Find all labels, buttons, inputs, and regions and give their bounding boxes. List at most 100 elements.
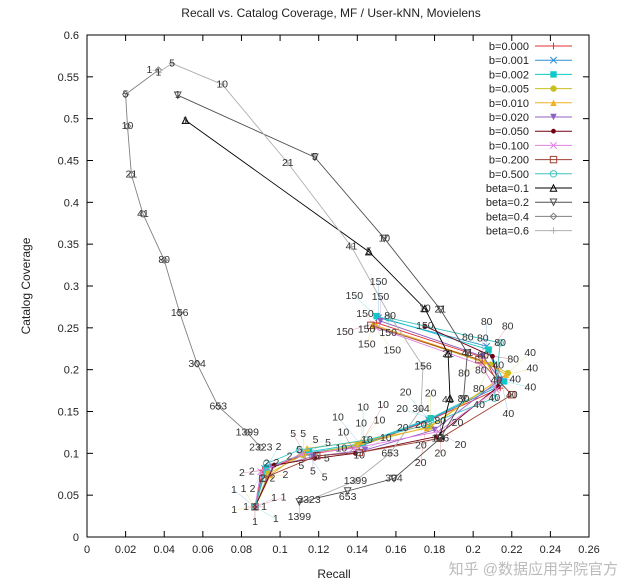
x-tick-label: 0.12 (308, 544, 329, 556)
point-label: 21 (434, 303, 446, 315)
point-label: 1 (252, 501, 258, 513)
x-tick-label: 0.02 (115, 544, 136, 556)
label-leader-line (254, 497, 275, 508)
point-label: 10 (332, 411, 344, 423)
point-label: 2 (287, 451, 293, 463)
legend-entry: b=0.005 (489, 84, 572, 96)
point-label: 2 (282, 469, 288, 481)
data-point (181, 116, 190, 125)
data-point (343, 487, 352, 496)
point-label: 2 (249, 466, 255, 478)
legend-label: b=0.001 (489, 55, 529, 67)
point-label: 5 (324, 452, 330, 464)
label-leader-line (252, 468, 265, 490)
point-label: 80 (462, 332, 474, 344)
label-leader-line (308, 442, 329, 452)
legend-entry: b=0.500 (489, 169, 572, 181)
legend-label: b=0.000 (489, 41, 529, 53)
data-point (259, 474, 267, 483)
label-leader-line (438, 422, 458, 432)
data-point (352, 477, 359, 485)
point-label: 2 (239, 467, 245, 479)
y-tick-label: 0.6 (64, 30, 79, 42)
point-label: 80 (477, 349, 489, 361)
data-point (355, 448, 363, 457)
legend-label: beta=0.6 (486, 226, 529, 238)
point-label: 20 (455, 439, 467, 451)
data-point (420, 304, 429, 313)
point-label: 41 (462, 347, 474, 359)
legend-label: b=0.500 (489, 169, 529, 181)
point-label: 5 (325, 437, 331, 449)
point-label: 40 (525, 381, 537, 393)
point-label: 20 (415, 457, 427, 469)
point-label: 10 (378, 232, 390, 244)
point-label: 150 (358, 339, 376, 351)
point-label: 80 (384, 310, 396, 322)
label-leader-line (505, 368, 533, 375)
legend-marker (550, 227, 557, 234)
point-label: 80 (502, 320, 514, 332)
y-tick-label: 0.05 (58, 490, 79, 502)
data-point (444, 349, 453, 358)
label-leader-line (420, 421, 428, 464)
legend-label: b=0.050 (489, 126, 529, 138)
legend-marker (550, 99, 557, 106)
point-label: 21 (282, 157, 294, 169)
data-point (173, 91, 182, 100)
legend-marker (549, 141, 558, 149)
label-leader-line (254, 497, 284, 508)
point-label: 150 (358, 324, 376, 336)
point-label: 80 (473, 383, 485, 395)
label-leader-line (507, 352, 531, 374)
label-leader-line (343, 432, 356, 454)
series-beta-0-4 (121, 66, 265, 452)
data-point (175, 308, 184, 317)
point-label: 5 (290, 428, 296, 440)
data-point (475, 355, 483, 364)
point-label: 10 (374, 415, 386, 427)
legend-marker (549, 198, 558, 207)
series-line (177, 94, 468, 503)
point-label: 5 (366, 246, 372, 258)
legend-entry: b=0.001 (489, 55, 572, 67)
point-label: 10 (361, 434, 373, 446)
watermark: 知乎 @数据应用学院官方 (449, 560, 618, 578)
data-point (389, 474, 399, 483)
point-label: 1 (155, 67, 161, 79)
x-tick-label: 0.24 (540, 544, 561, 556)
point-label: 2 (273, 457, 279, 469)
point-label: 40 (503, 408, 515, 420)
x-tick-label: 0.1 (272, 544, 287, 556)
point-label: 20 (415, 440, 427, 452)
data-point (305, 496, 313, 504)
point-label: 40 (506, 389, 518, 401)
label-leader-line (357, 420, 380, 446)
data-point (417, 405, 425, 413)
point-label: 40 (524, 347, 536, 359)
y-tick-label: 0.3 (64, 281, 79, 293)
point-label: 10 (353, 450, 365, 462)
point-label: 80 (458, 393, 470, 405)
data-point (459, 395, 468, 404)
legend-marker (549, 155, 558, 164)
point-label: 2323 (297, 494, 321, 506)
x-tick-label: 0.14 (347, 544, 368, 556)
data-point (243, 428, 252, 437)
point-label: 10 (216, 78, 228, 90)
point-label: 1 (252, 516, 258, 528)
data-point (490, 394, 499, 402)
point-label: 40 (509, 374, 521, 386)
point-label: 150 (379, 327, 397, 339)
point-label: 1 (175, 89, 181, 101)
data-point (127, 170, 136, 179)
data-point (386, 312, 394, 320)
point-label: 1 (273, 513, 279, 525)
point-label: 5 (322, 472, 328, 484)
data-point (256, 443, 265, 452)
x-tick-label: 0.22 (501, 544, 522, 556)
data-point (218, 81, 226, 88)
point-label: 5 (123, 88, 129, 100)
x-axis-label: Recall (317, 567, 350, 581)
